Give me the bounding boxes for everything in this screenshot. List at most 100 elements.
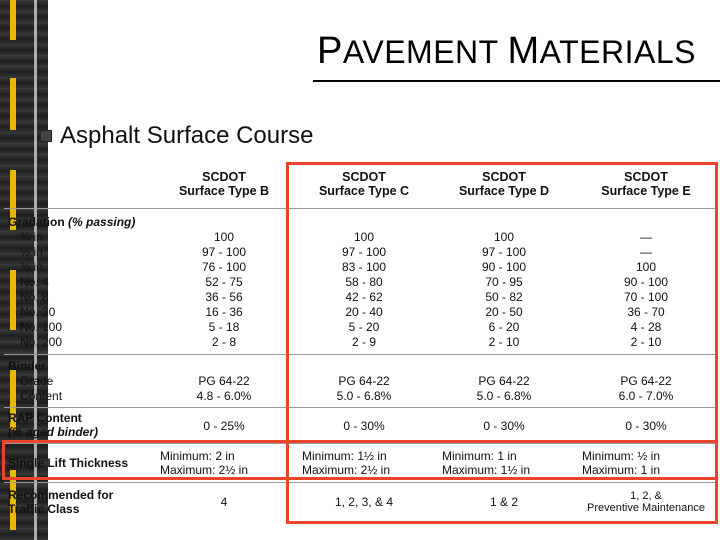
row-label: No. 30	[20, 305, 56, 319]
cell-value: 20 - 40	[345, 305, 383, 319]
road-lane-mark	[10, 170, 16, 230]
cell-value: 36 - 56	[205, 290, 243, 304]
header-line: Surface Type B	[178, 184, 270, 198]
cell-value: 50 - 82	[485, 290, 523, 304]
table-row: Content 4.8 - 6.0% 5.0 - 6.8% 5.0 - 6.8% 6.0…	[4, 389, 718, 408]
bullet-point: Asphalt Surface Course	[40, 122, 313, 150]
rap-heading: RAP Content	[8, 411, 82, 425]
cell-value: 100	[213, 230, 235, 244]
cell-value: 100	[353, 230, 375, 244]
cell-value: 100	[635, 260, 657, 274]
cell-value: 90 - 100	[623, 275, 669, 289]
cell-value: 0 - 25%	[203, 418, 245, 433]
row-label: No. 4	[20, 275, 49, 289]
cell-value: 97 - 100	[341, 245, 387, 259]
title-part: AVEMENT	[342, 34, 508, 70]
table-row: Grade PG 64-22 PG 64-22 PG 64-22 PG 64-22	[4, 374, 718, 389]
header-line: SCDOT	[624, 170, 668, 184]
lift-max: Maximum: 2½ in	[160, 463, 249, 478]
specification-table-area: SCDOT Surface Type B SCDOT Surface Type C …	[0, 160, 720, 528]
row-label: No. 8	[20, 290, 49, 304]
cell-value: —	[640, 245, 652, 259]
column-header: SCDOT Surface Type C	[294, 160, 434, 209]
lift-max: Maximum: 1½ in	[442, 463, 531, 478]
header-line: SCDOT	[482, 170, 526, 184]
header-line: SCDOT	[202, 170, 246, 184]
cell-value: 70 - 100	[623, 290, 669, 304]
header-line: SCDOT	[342, 170, 386, 184]
header-blank	[4, 160, 154, 209]
cell-value: 58 - 80	[345, 275, 383, 289]
divider-row	[4, 442, 718, 445]
cell-value: 2 - 10	[630, 335, 662, 349]
cell-value: 4.8 - 6.0%	[196, 389, 252, 403]
cell-value: 0 - 30%	[625, 418, 667, 433]
traffic-cell: 1, 2, 3, & 4	[294, 484, 434, 520]
title-underline	[313, 80, 720, 82]
section-heading-note: (% passing)	[68, 215, 136, 229]
cell-value: 6.0 - 7.0%	[618, 389, 674, 403]
bullet-text: Asphalt Surface Course	[60, 122, 314, 149]
column-header: SCDOT Surface Type B	[154, 160, 294, 209]
rap-note: (% aged binder)	[8, 425, 99, 439]
table-row: No. 200 2 - 8 2 - 9 2 - 10 2 - 10	[4, 335, 718, 355]
lift-cell: Minimum: 1 in Maximum: 1½ in	[434, 445, 574, 483]
row-label: ¾ in	[20, 230, 43, 244]
divider	[4, 442, 718, 445]
table-row: ⅜ in 76 - 100 83 - 100 90 - 100 100	[4, 260, 718, 275]
table-row-traffic: Recommended for Traffic Class 4 1, 2, 3, …	[4, 484, 718, 520]
cell-value: 0 - 30%	[343, 418, 385, 433]
traffic-value: 1, 2, 3, & 4	[334, 495, 394, 509]
slide-title: PAVEMENT MATERIALS	[313, 30, 720, 82]
row-label: Content	[20, 389, 63, 403]
road-lane-mark	[10, 0, 16, 40]
cell-value: 2 - 10	[488, 335, 520, 349]
cell-value: PG 64-22	[620, 374, 672, 388]
cell-value: 97 - 100	[201, 245, 247, 259]
divider	[4, 208, 718, 210]
cell-value: 5 - 20	[348, 320, 380, 334]
divider-row	[4, 208, 718, 210]
cell-value: 0 - 30%	[483, 418, 525, 433]
table-row: No. 100 5 - 18 5 - 20 6 - 20 4 - 28	[4, 320, 718, 335]
lift-cell: Minimum: 2 in Maximum: 2½ in	[154, 445, 294, 483]
cell-value: 2 - 8	[211, 335, 236, 349]
cell-value: 5.0 - 6.8%	[336, 389, 392, 403]
cell-value: 97 - 100	[481, 245, 527, 259]
cell-value: 5 - 18	[208, 320, 240, 334]
lift-min: Minimum: 2 in	[160, 449, 235, 464]
cell-value: 2 - 9	[351, 335, 376, 349]
header-line: Surface Type D	[458, 184, 550, 198]
table-row: No. 4 52 - 75 58 - 80 70 - 95 90 - 100	[4, 275, 718, 290]
row-label: No. 100	[20, 320, 63, 334]
gradation-heading: Gradation (% passing)	[4, 210, 718, 230]
table-header-row: SCDOT Surface Type B SCDOT Surface Type C …	[4, 160, 718, 209]
cell-value: —	[640, 230, 652, 244]
divider	[4, 482, 718, 484]
lift-max: Maximum: 2½ in	[302, 463, 391, 478]
section-heading-row: Gradation (% passing)	[4, 210, 718, 230]
table-row: No. 30 16 - 36 20 - 40 20 - 50 36 - 70	[4, 305, 718, 320]
road-lane-mark	[10, 78, 16, 130]
cell-value: 42 - 62	[345, 290, 383, 304]
column-header: SCDOT Surface Type E	[574, 160, 718, 209]
cell-value: 83 - 100	[341, 260, 387, 274]
lift-heading: Single Lift Thickness	[8, 456, 129, 471]
traffic-heading: Recommended for	[8, 488, 114, 502]
divider	[4, 407, 718, 409]
lift-min: Minimum: ½ in	[582, 449, 661, 464]
row-label: ⅜ in	[20, 260, 43, 274]
traffic-cell: 1 & 2	[434, 484, 574, 520]
section-heading-row: Binder	[4, 356, 718, 374]
title-part: ATERIALS	[539, 34, 696, 70]
road-lane-mark	[10, 270, 16, 330]
cell-value: 70 - 95	[485, 275, 523, 289]
traffic-heading: Traffic Class	[8, 502, 80, 516]
cell-value: 100	[493, 230, 515, 244]
traffic-cell: 4	[154, 484, 294, 520]
table-row: ¾ in 100 100 100 —	[4, 230, 718, 245]
lift-max: Maximum: 1 in	[582, 463, 661, 478]
cell-value: 52 - 75	[205, 275, 243, 289]
square-bullet-icon	[40, 130, 52, 142]
cell-value: 6 - 20	[488, 320, 520, 334]
